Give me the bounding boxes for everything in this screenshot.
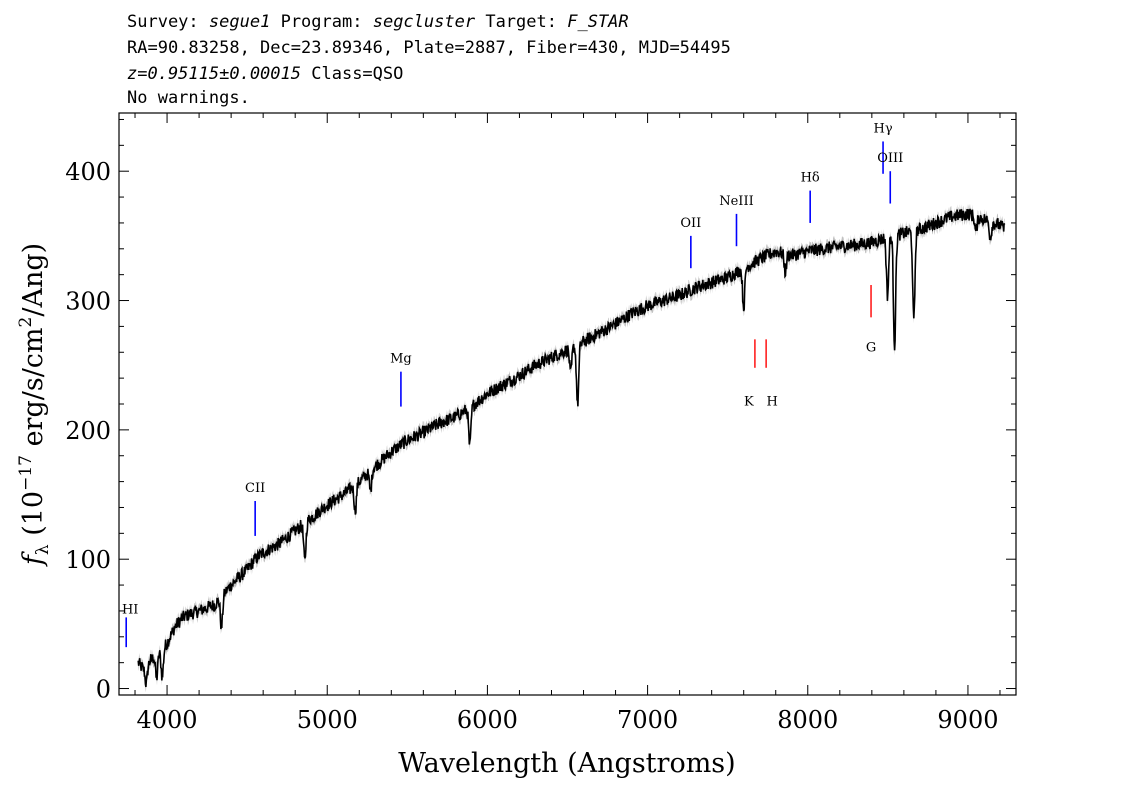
absorption-label-1: H: [766, 395, 777, 410]
y-tick-label-300: 300: [65, 288, 111, 316]
x-tick-label-5000: 5000: [297, 706, 358, 734]
plot-frame: [118, 112, 1017, 696]
emission-label-4: NeIII: [719, 194, 753, 209]
emission-label-1: CII: [245, 481, 265, 496]
y-axis-label: fλ (10−17 erg/s/cm2/Ang): [16, 243, 53, 567]
emission-label-5: Hδ: [801, 171, 820, 186]
error-band: [138, 203, 1005, 693]
absorption-label-0: K: [744, 395, 754, 410]
x-tick-label-4000: 4000: [137, 706, 198, 734]
x-tick-label-7000: 7000: [617, 706, 678, 734]
y-tick-label-200: 200: [65, 417, 111, 445]
survey-label: Survey:: [127, 12, 199, 32]
y-label-sq: 2: [16, 317, 36, 328]
spectrum-line: [137, 208, 1006, 688]
absorption-label-2: G: [866, 340, 876, 355]
program-label: Program:: [280, 12, 363, 32]
emission-label-2: Mg: [390, 352, 412, 367]
y-tick-label-400: 400: [65, 158, 111, 186]
emission-label-0: HI: [122, 603, 138, 618]
plot-content: HI CII Mg OII NeIII Hδ Hγ OIII K H G: [122, 121, 1006, 693]
y-label-exp: −17: [16, 455, 36, 491]
axes: 4000 5000 6000 7000 8000 9000 0 100 200 300 400: [65, 113, 1016, 734]
header-line-4: No warnings.: [127, 88, 250, 108]
emission-label-7: OIII: [877, 151, 903, 166]
y-tick-label-0: 0: [96, 676, 111, 704]
emission-label-6: Hγ: [873, 121, 892, 136]
x-tick-label-8000: 8000: [777, 706, 838, 734]
program-value: segcluster: [372, 12, 476, 32]
y-label-f: f: [18, 551, 49, 567]
target-label: Target:: [485, 12, 557, 32]
x-tick-label-9000: 9000: [937, 706, 998, 734]
x-axis-label: Wavelength (Angstroms): [398, 748, 735, 779]
x-tick-label-6000: 6000: [457, 706, 518, 734]
emission-label-3: OII: [680, 216, 701, 231]
redshift-value: z=0.95115±0.00015: [127, 64, 301, 84]
survey-value: segue1: [208, 12, 271, 32]
header-line-3: z=0.95115±0.00015 Class=QSO: [127, 62, 403, 86]
y-label-units-a: (10: [18, 491, 49, 544]
target-value: F_STAR: [567, 12, 629, 32]
header-line-2: RA=90.83258, Dec=23.89346, Plate=2887, F…: [127, 38, 731, 58]
y-label-units-b: erg/s/cm: [18, 327, 49, 455]
header-line-1: Survey: segue1 Program: segcluster Targe…: [127, 10, 629, 34]
y-label-units-c: /Ang): [18, 243, 49, 317]
y-tick-label-100: 100: [65, 546, 111, 574]
y-label-lambda: λ: [33, 544, 53, 555]
class-value: Class=QSO: [311, 64, 404, 84]
